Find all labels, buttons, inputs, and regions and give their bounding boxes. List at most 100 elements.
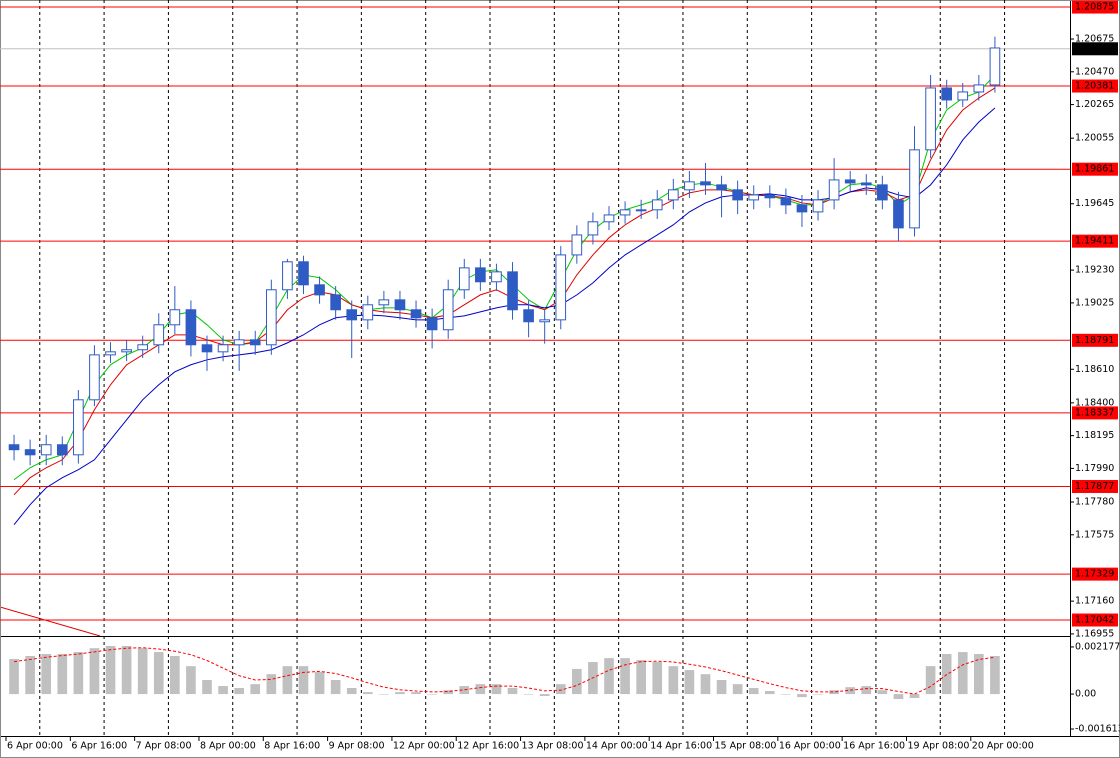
candle-body [458, 267, 470, 291]
candle-body [684, 181, 695, 191]
level-label: 1.18337 [1075, 407, 1114, 418]
histogram-bar [346, 688, 357, 695]
candle-body [475, 267, 486, 283]
histogram-bar [25, 655, 35, 695]
y-tick-label: 1.20055 [1075, 133, 1114, 144]
candle-body [491, 271, 502, 283]
histogram-bar [137, 648, 148, 695]
x-tick-label: 6 Apr 16:00 [71, 741, 127, 752]
level-label-bg [1072, 234, 1118, 248]
candle-body [233, 339, 245, 346]
candle-body [700, 181, 711, 186]
histogram-bar [121, 646, 132, 695]
y-tick-label: 1.19645 [1075, 198, 1114, 209]
candle-body [957, 91, 969, 101]
candle-body [217, 344, 229, 353]
histogram-bar [700, 674, 711, 695]
last-price-label: 1.20614 [1075, 43, 1114, 54]
histogram-bar [314, 671, 325, 695]
level-label: 1.18791 [1075, 335, 1114, 346]
candle-body [442, 289, 454, 331]
candle-body [651, 199, 663, 211]
candle-body [716, 184, 727, 191]
candle-body [941, 87, 953, 101]
candle-body [394, 299, 406, 311]
x-tick-label: 14 Apr 16:00 [650, 741, 712, 752]
histogram-bar [572, 668, 582, 695]
y-tick-label: 0.00 [1075, 689, 1096, 700]
candle-body [185, 309, 197, 346]
histogram-bar [202, 680, 212, 695]
candle-body [40, 444, 52, 456]
x-tick-label: 20 Apr 00:00 [972, 741, 1034, 752]
histogram-bar [620, 658, 630, 695]
y-tick-label: 1.17160 [1075, 596, 1114, 607]
candle-body [137, 344, 149, 351]
x-tick-label: 12 Apr 16:00 [457, 741, 519, 752]
histogram-bar [459, 686, 470, 695]
level-label-bg [1072, 0, 1118, 14]
y-tick-label: 1.18195 [1075, 430, 1114, 441]
candle-body [265, 289, 277, 346]
candle-body [410, 309, 422, 319]
histogram-bar [555, 684, 566, 695]
candle-body [893, 199, 904, 229]
histogram-bar [362, 692, 373, 695]
histogram-bar [990, 655, 1000, 695]
candle-body [8, 444, 20, 451]
x-tick-label: 8 Apr 16:00 [264, 741, 320, 752]
trend-line [0, 606, 101, 637]
x-tick-label: 19 Apr 08:00 [907, 741, 969, 752]
level-label-bg [1072, 479, 1118, 493]
y-tick-label: 1.16955 [1075, 628, 1114, 639]
x-tick-label: 16 Apr 16:00 [843, 741, 905, 752]
x-tick-label: 8 Apr 00:00 [200, 741, 256, 752]
candle-body [780, 197, 792, 206]
candle-body [73, 399, 84, 456]
candle-body [249, 339, 261, 346]
candle-body [362, 304, 374, 321]
histogram-bar [781, 694, 791, 695]
candle-body [989, 47, 1001, 86]
candle-body [732, 189, 743, 201]
histogram-bar [475, 684, 486, 695]
y-tick-label: 1.17575 [1075, 529, 1114, 540]
histogram-bar [57, 654, 68, 695]
candle-body [346, 309, 358, 321]
x-tick-label: 12 Apr 00:00 [393, 741, 455, 752]
histogram-bar [604, 658, 614, 695]
histogram-bar [523, 694, 534, 695]
histogram-bar [73, 652, 84, 695]
candle-body [667, 189, 679, 201]
histogram-bar [105, 646, 116, 695]
y-tick-label: 1.18610 [1075, 364, 1114, 375]
candle-body [635, 209, 647, 212]
candle-body [201, 344, 213, 353]
candle-body [169, 309, 181, 326]
histogram-bar [732, 684, 743, 695]
y-tick-label: 1.19230 [1075, 265, 1114, 276]
histogram-bar [89, 648, 100, 695]
level-label-bg [1072, 406, 1118, 420]
candle-body [523, 309, 534, 323]
candle-body [925, 87, 936, 151]
candle-body [153, 324, 165, 346]
level-label: 1.17042 [1075, 615, 1114, 626]
histogram-bar [909, 694, 920, 698]
y-tick-label: 1.19025 [1075, 297, 1114, 308]
level-label: 1.20875 [1075, 2, 1114, 13]
histogram-bar [684, 670, 695, 695]
y-tick-label: 1.18400 [1075, 397, 1114, 408]
y-tick-label: 1.20675 [1075, 34, 1114, 45]
histogram-bar [9, 659, 19, 695]
candle-body [314, 284, 325, 296]
x-tick-label: 7 Apr 08:00 [136, 741, 192, 752]
level-label: 1.20381 [1075, 81, 1114, 92]
candle-body [426, 317, 438, 331]
histogram-bar [668, 666, 679, 695]
histogram-bar [186, 666, 196, 695]
level-label-bg [1072, 333, 1118, 347]
candle-body [877, 184, 888, 201]
